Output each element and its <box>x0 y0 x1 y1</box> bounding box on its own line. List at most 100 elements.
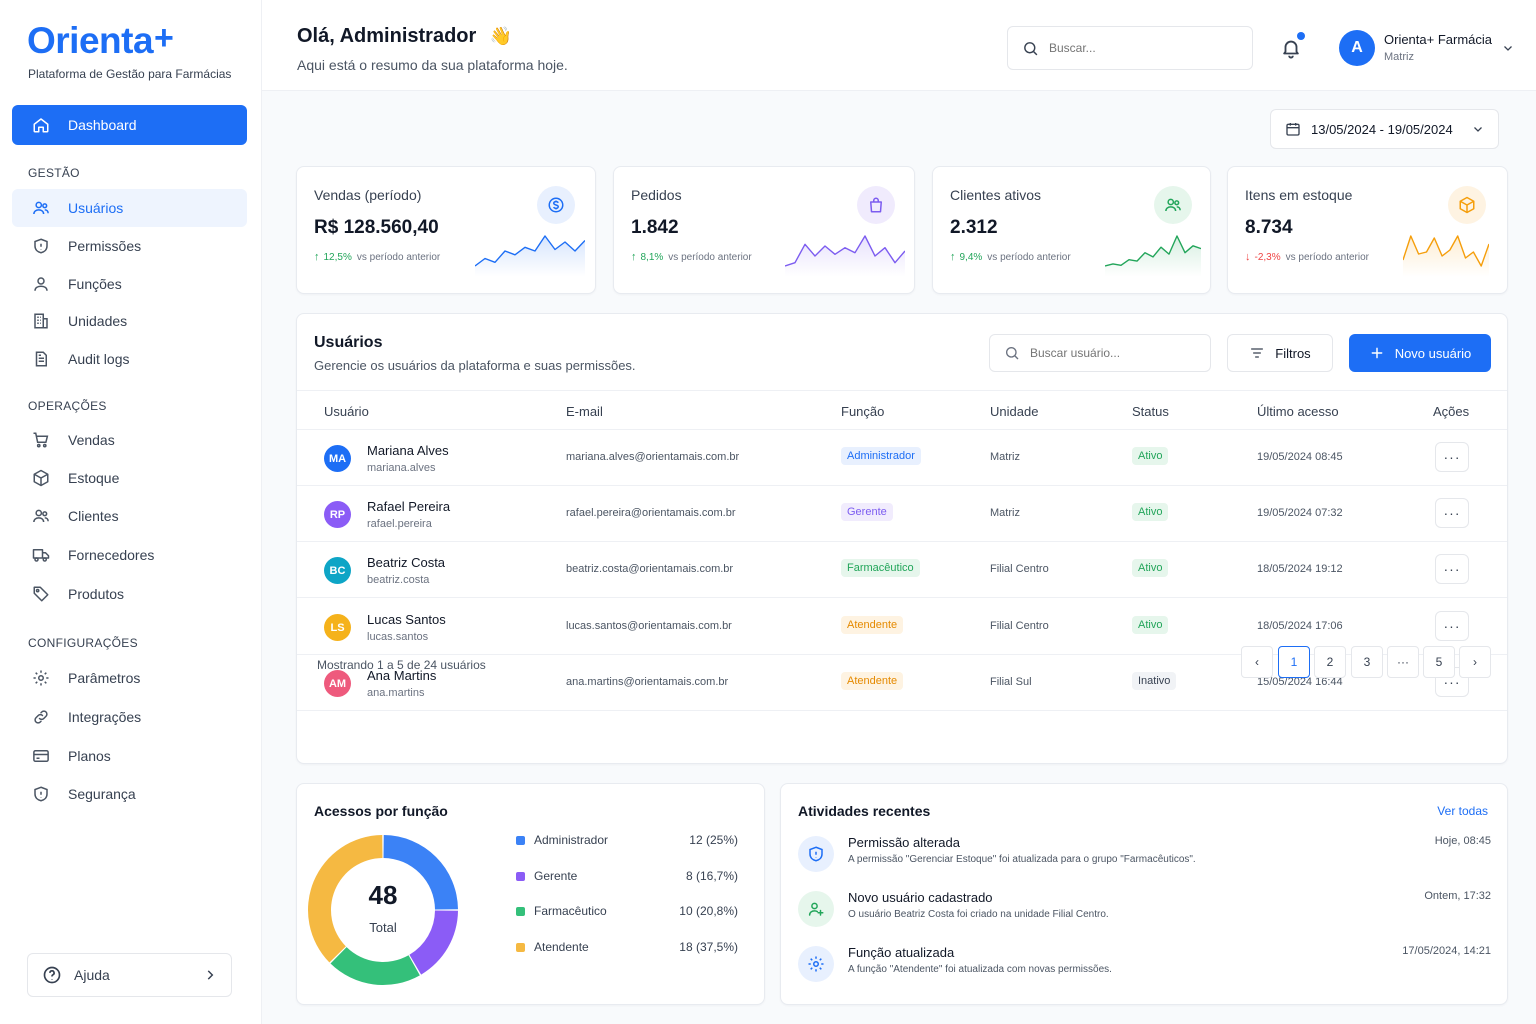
section-subtitle: Gerencie os usuários da plataforma e sua… <box>314 358 636 373</box>
org-name[interactable]: Orienta+ Farmácia <box>1384 32 1493 47</box>
sidebar-item-usuarios[interactable]: Usuários <box>12 189 247 227</box>
sidebar-item-label: Segurança <box>68 786 136 802</box>
org-unit: Matriz <box>1384 51 1414 63</box>
pagination-prev[interactable]: ‹ <box>1241 646 1273 678</box>
user-search-input[interactable] <box>1030 346 1190 360</box>
table-row[interactable]: BC Beatriz Costa beatriz.costa beatriz.c… <box>297 542 1507 598</box>
role-badge: Atendente <box>841 616 904 634</box>
sidebar-item-vendas[interactable]: Vendas <box>12 421 247 459</box>
table-row[interactable]: AM Ana Martins ana.martins ana.martins@o… <box>297 655 1507 711</box>
pagination-next[interactable]: › <box>1459 646 1491 678</box>
help-button[interactable]: Ajuda <box>27 953 232 997</box>
column-header-unidade[interactable]: Unidade <box>990 404 1039 419</box>
sidebar-item-label: Audit logs <box>68 351 130 367</box>
legend-label: Administrador <box>534 833 609 847</box>
stat-card-clientes[interactable]: Clientes ativos 2.312 ↑ 9,4% vs período … <box>932 166 1211 294</box>
bell-icon[interactable] <box>1280 37 1302 59</box>
see-all-link[interactable]: Ver todas <box>1437 804 1488 818</box>
new-user-button[interactable]: Novo usuário <box>1349 334 1491 372</box>
column-header-email[interactable]: E-mail <box>566 404 603 419</box>
roles-chart-card: Acessos por função 48 Total Administrado… <box>296 783 765 1005</box>
sidebar-item-permissoes[interactable]: Permissões <box>12 227 247 265</box>
status-badge: Ativo <box>1132 503 1169 521</box>
row-actions-button[interactable]: ··· <box>1435 554 1469 584</box>
top-header: Olá, Administrador 👋 Aqui está o resumo … <box>262 0 1536 91</box>
stat-label: Pedidos <box>631 187 682 203</box>
sidebar-item-unidades[interactable]: Unidades <box>12 302 247 340</box>
column-header-usuario[interactable]: Usuário <box>324 404 369 419</box>
sidebar-item-clientes[interactable]: Clientes <box>12 497 247 535</box>
gear-icon <box>798 946 834 982</box>
sparkline-vendas <box>475 235 585 277</box>
stat-delta-caption: vs período anterior <box>987 251 1071 263</box>
user-plus-icon <box>798 891 834 927</box>
sidebar-item-planos[interactable]: Planos <box>12 737 247 775</box>
avatar[interactable]: A <box>1339 30 1375 66</box>
row-actions-button[interactable]: ··· <box>1435 498 1469 528</box>
legend-label: Farmacêutico <box>534 904 607 918</box>
sidebar-item-parametros[interactable]: Parâmetros <box>12 659 247 697</box>
sidebar-item-integracoes[interactable]: Integrações <box>12 698 247 736</box>
donut-slice-farmacêutico <box>330 947 420 985</box>
stat-delta-caption: vs período anterior <box>1285 251 1370 263</box>
sidebar: Orienta + Plataforma de Gestão para Farmá… <box>0 0 262 1024</box>
sidebar-item-label: Planos <box>68 748 111 764</box>
activity-item[interactable]: Permissão alterada A permissão "Gerencia… <box>798 834 1491 874</box>
table-row[interactable]: LS Lucas Santos lucas.santos lucas.santo… <box>297 599 1507 655</box>
pagination-page-5[interactable]: 5 <box>1423 646 1455 678</box>
user-search[interactable] <box>989 334 1211 372</box>
pagination-page-2[interactable]: 2 <box>1314 646 1346 678</box>
activity-description: O usuário Beatriz Costa foi criado na un… <box>848 909 1109 920</box>
sidebar-item-audit-logs[interactable]: Audit logs <box>12 340 247 378</box>
row-actions-button[interactable]: ··· <box>1435 442 1469 472</box>
nav-section-gestao: GESTÃO <box>28 166 80 180</box>
stat-delta-caption: vs período anterior <box>356 251 441 263</box>
global-search[interactable] <box>1007 26 1253 70</box>
new-user-label: Novo usuário <box>1394 345 1472 361</box>
filters-button[interactable]: Filtros <box>1227 334 1333 372</box>
legend-swatch <box>516 836 525 845</box>
pagination-page-1[interactable]: 1 <box>1278 646 1310 678</box>
global-search-input[interactable] <box>1049 41 1209 55</box>
sidebar-item-funcoes[interactable]: Funções <box>12 265 247 303</box>
tag-icon <box>33 586 49 602</box>
sparkline-area <box>475 236 585 277</box>
sidebar-item-label: Parâmetros <box>68 670 141 686</box>
table-row[interactable]: RP Rafael Pereira rafael.pereira rafael.… <box>297 486 1507 542</box>
sidebar-item-dashboard[interactable]: Dashboard <box>12 105 247 145</box>
user-avatar: AM <box>324 670 351 697</box>
column-header-funcao[interactable]: Função <box>841 404 885 419</box>
arrow-up-icon: ↑ <box>950 251 956 263</box>
pagination-page-3[interactable]: 3 <box>1351 646 1383 678</box>
sidebar-item-seguranca[interactable]: Segurança <box>12 775 247 813</box>
table-header: Usuário E-mail Função Unidade Status Últ… <box>297 390 1507 430</box>
stat-value: 2.312 <box>950 217 998 238</box>
brand-logo[interactable]: Orienta + <box>27 19 174 62</box>
activity-item[interactable]: Função atualizada A função "Atendente" f… <box>798 944 1491 984</box>
stat-value: 8.734 <box>1245 217 1293 238</box>
legend-item-farmaceutico: Farmacêutico 10 (20,8%) <box>516 903 738 921</box>
date-range-picker[interactable]: 13/05/2024 - 19/05/2024 <box>1270 109 1499 149</box>
home-icon <box>33 118 49 133</box>
table-row[interactable]: MA Mariana Alves mariana.alves mariana.a… <box>297 430 1507 486</box>
sidebar-item-produtos[interactable]: Produtos <box>12 575 247 613</box>
user-login: lucas.santos <box>367 631 429 643</box>
recent-activities-card: Atividades recentes Ver todas Permissão … <box>780 783 1508 1005</box>
user-email: lucas.santos@orientamais.com.br <box>566 620 732 632</box>
donut-slice-atendente <box>308 835 383 963</box>
stat-card-vendas[interactable]: Vendas (período) R$ 128.560,40 ↑ 12,5% v… <box>296 166 596 294</box>
row-actions-button[interactable]: ··· <box>1435 611 1469 641</box>
activity-item[interactable]: Novo usuário cadastrado O usuário Beatri… <box>798 889 1491 929</box>
chevron-down-icon[interactable] <box>1502 42 1514 54</box>
chevron-right-icon <box>207 970 214 980</box>
stat-card-pedidos[interactable]: Pedidos 1.842 ↑ 8,1% vs período anterior <box>613 166 915 294</box>
legend-label: Atendente <box>534 940 589 954</box>
user-unit: Filial Centro <box>990 620 1049 632</box>
sidebar-item-estoque[interactable]: Estoque <box>12 459 247 497</box>
pagination-summary: Mostrando 1 a 5 de 24 usuários <box>317 658 486 672</box>
stat-card-estoque[interactable]: Itens em estoque 8.734 ↓ -2,3% vs períod… <box>1227 166 1508 294</box>
sidebar-item-fornecedores[interactable]: Fornecedores <box>12 536 247 574</box>
column-header-status[interactable]: Status <box>1132 404 1169 419</box>
user-name: Mariana Alves <box>367 443 449 458</box>
column-header-ultimo-acesso[interactable]: Último acesso <box>1257 404 1339 419</box>
